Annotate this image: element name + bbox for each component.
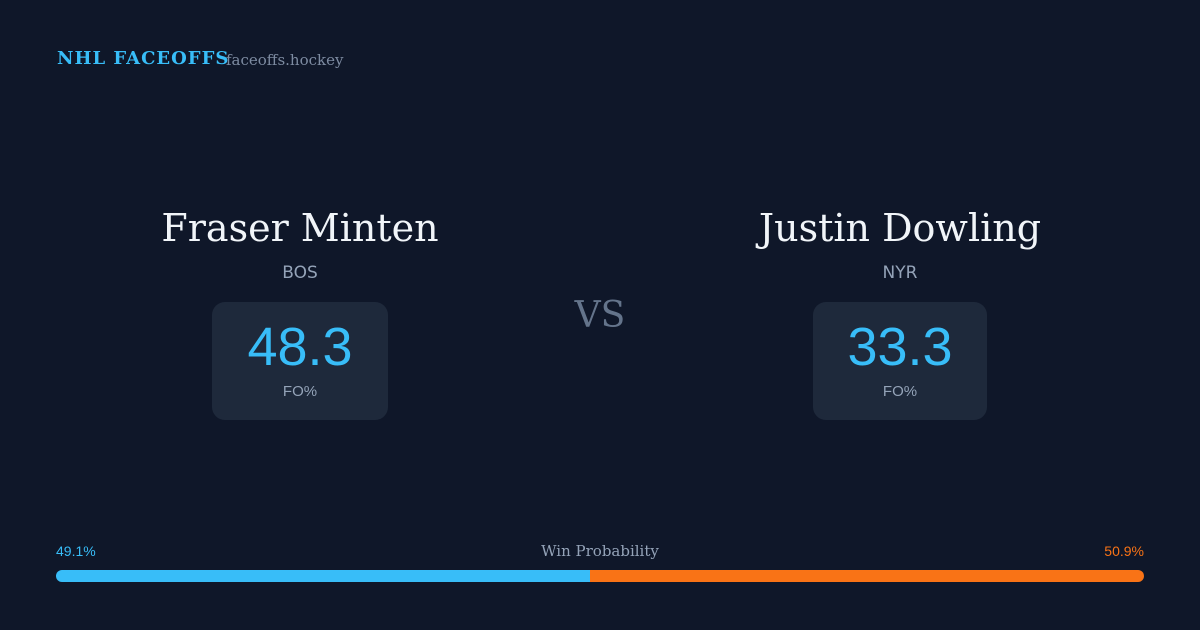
win-probability-segment [56,570,591,582]
player-name: Justin Dowling [758,206,1042,250]
brand-title: NHL FACEOFFS [57,48,230,69]
win-probability-segment [590,570,1144,582]
player-name: Fraser Minten [161,206,439,250]
stat-box: 48.3 FO% [212,302,388,420]
stat-value: 48.3 [247,317,353,377]
stat-label: FO% [882,383,918,400]
win-probability-bar [56,570,1144,582]
player-left: Fraser Minten BOS 48.3 FO% [161,206,439,420]
win-pct-left: 49.1% [56,543,96,559]
player-right: Justin Dowling NYR 33.3 FO% [600,0,1200,630]
player-team: NYR [882,263,918,283]
win-pct-right: 50.9% [1104,543,1144,559]
versus: VS [574,295,626,336]
player-team: BOS [282,263,318,283]
stat-value: 33.3 [847,317,953,377]
stat-label: FO% [282,383,318,400]
win-probability-label: Win Probability [541,542,659,560]
site-name: faceoffs.hockey [226,51,344,69]
stat-box: 33.3 FO% [813,302,987,420]
